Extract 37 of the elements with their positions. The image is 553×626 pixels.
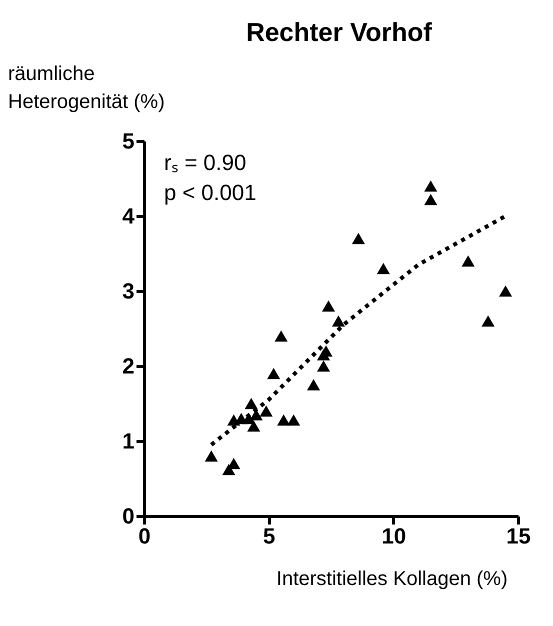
point <box>250 409 263 420</box>
x-axis-title: Interstitielles Kollagen (%) <box>276 568 508 590</box>
y-tick-label: 3 <box>122 278 134 304</box>
point <box>319 345 333 357</box>
x-tick-label: 0 <box>138 524 151 548</box>
point <box>317 360 330 372</box>
point <box>424 194 438 206</box>
point <box>267 368 280 380</box>
y-tick-label: 5 <box>122 128 134 154</box>
point <box>322 300 336 312</box>
point <box>424 180 438 192</box>
point <box>332 315 345 327</box>
point <box>204 450 218 462</box>
y-tick-label: 2 <box>122 354 134 378</box>
annotation: p < 0.001 <box>164 180 256 205</box>
point <box>482 315 495 327</box>
y-tick-label: 4 <box>122 204 136 228</box>
chart-title: Rechter Vorhof <box>246 17 432 47</box>
point <box>462 255 475 267</box>
point <box>499 285 512 297</box>
point <box>274 330 288 342</box>
point <box>376 262 390 274</box>
point <box>244 398 258 410</box>
point <box>260 405 273 417</box>
annotation: rₛ = 0.90 <box>164 150 246 175</box>
x-tick-label: 15 <box>506 524 531 548</box>
y-axis-title: räumliche Heterogenität (%) <box>8 63 165 113</box>
y-tick-label: 1 <box>122 428 134 454</box>
line-series <box>209 214 508 447</box>
point <box>287 414 300 426</box>
point <box>307 379 320 390</box>
point <box>247 420 260 432</box>
y-tick-label: 0 <box>122 504 134 528</box>
x-tick-label: 5 <box>263 524 276 548</box>
point <box>352 232 365 244</box>
point <box>277 414 290 426</box>
x-tick-label: 10 <box>382 524 406 548</box>
